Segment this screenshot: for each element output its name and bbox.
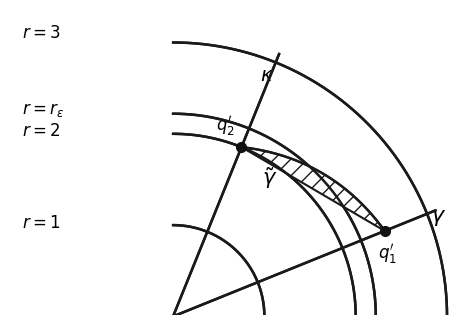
Text: $r = 3$: $r = 3$	[22, 25, 61, 42]
Text: $r = 1$: $r = 1$	[22, 215, 61, 232]
Text: $\tilde{\gamma}$: $\tilde{\gamma}$	[262, 166, 277, 191]
Text: $q_1'$: $q_1'$	[378, 242, 397, 266]
Text: $r = 2$: $r = 2$	[22, 123, 61, 140]
Polygon shape	[241, 147, 385, 231]
Text: $\kappa$: $\kappa$	[260, 67, 273, 85]
Text: $r = r_{\epsilon}$: $r = r_{\epsilon}$	[22, 101, 64, 119]
Text: $q_2'$: $q_2'$	[216, 114, 235, 138]
Text: $\gamma$: $\gamma$	[429, 206, 446, 228]
